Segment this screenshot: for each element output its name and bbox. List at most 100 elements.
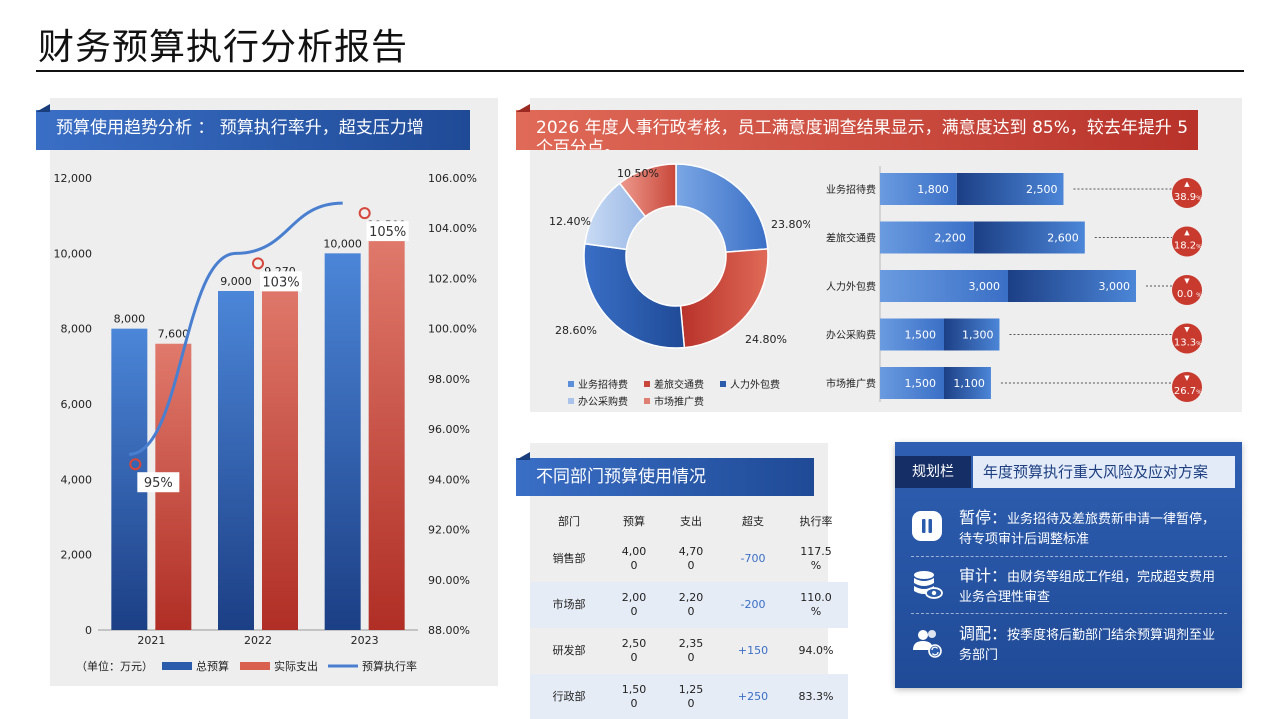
- bar-actual: [973, 221, 1085, 254]
- bar-label: 3,000: [969, 280, 1001, 293]
- divider: [911, 556, 1227, 557]
- cell-spend: 1,25 0: [678, 683, 704, 710]
- bar-actual: [1008, 270, 1136, 302]
- slice-label: 10.50%: [617, 167, 659, 180]
- legend-label: 实际支出: [274, 659, 318, 673]
- bar-label: 2,200: [934, 232, 966, 245]
- satisfaction-banner: 2026 年度人事行政考核，员工满意度调查结果显示，满意度达到 85%，较去年提…: [516, 110, 1198, 150]
- category-label: 业务招待费: [826, 183, 876, 196]
- rate-label: 95%: [144, 476, 173, 491]
- slice-label: 28.60%: [555, 324, 597, 337]
- legend-swatch: [162, 662, 192, 670]
- y-tick-label: 6,000: [61, 398, 93, 411]
- rate-label-box: [137, 472, 180, 493]
- rate-label: 103%: [262, 275, 299, 290]
- rate-label: 105%: [369, 225, 406, 240]
- y-tick-label: 10,000: [54, 247, 93, 260]
- donut-slice: [618, 163, 677, 218]
- bar-budget: [880, 318, 944, 351]
- bar-budget: [880, 270, 1008, 302]
- legend-swatch: [568, 398, 574, 404]
- y2-tick-label: 100.00%: [428, 323, 477, 336]
- y2-tick-label: 88.00%: [428, 624, 470, 637]
- donut-slice: [583, 242, 686, 349]
- unit-label: （单位：万元）: [76, 659, 153, 673]
- y-tick-label: 2,000: [61, 549, 93, 562]
- change-value: 13.3: [1174, 338, 1196, 349]
- data-label: 10,000: [323, 237, 362, 250]
- cell-dept: 研发部: [552, 644, 586, 657]
- data-label: 8,000: [114, 313, 146, 326]
- banner-fold: [36, 104, 50, 112]
- data-label: 9,000: [220, 275, 252, 288]
- y2-tick-label: 96.00%: [428, 423, 470, 436]
- legend-swatch: [644, 398, 650, 404]
- table-row: 市场部 2,00 0 2,20 0 -200 110.0%: [530, 582, 848, 628]
- budget-trend-chart: 0 2,000 4,000 6,000 8,000 10,000 12,000 88.00% 9…: [54, 172, 477, 673]
- change-badge: [1172, 372, 1202, 402]
- bar-budget: [880, 173, 957, 205]
- arrow-down-icon: ▼: [1184, 277, 1190, 285]
- category-label: 办公采购费: [826, 329, 876, 342]
- column-header: 部门: [558, 515, 580, 528]
- data-label: 7,600: [158, 328, 190, 341]
- y-tick-label: 12,000: [54, 172, 93, 185]
- y2-tick-label: 104.00%: [428, 222, 477, 235]
- cell-dept: 行政部: [552, 690, 586, 703]
- execution-rate-marker: [358, 207, 371, 220]
- bar-total-budget: [324, 253, 361, 631]
- slice-label: 23.80%: [771, 218, 810, 231]
- y-tick-label: 8,000: [61, 323, 93, 336]
- change-badge: [1172, 178, 1202, 208]
- trend-banner-text: 预算使用趋势分析 ： 预算执行率升，超支压力增: [56, 118, 424, 138]
- bar-budget: [880, 221, 974, 254]
- slice-label: 24.80%: [745, 333, 787, 346]
- risk-key: 调配：: [959, 624, 1008, 643]
- execution-rate-line: [129, 201, 343, 456]
- bar-actual: [956, 173, 1064, 205]
- arrow-down-icon: ▼: [1184, 374, 1190, 382]
- change-value: 26.7: [1174, 386, 1196, 397]
- bar-actual-spend: [262, 280, 298, 630]
- risk-title: 年度预算执行重大风险及应对方案: [973, 456, 1235, 488]
- change-unit: %: [1196, 389, 1202, 396]
- bar-actual: [944, 318, 1000, 351]
- change-badge: [1172, 323, 1202, 354]
- cell-budget: 1,50 0: [621, 683, 647, 710]
- cell-rate: 110.0%: [800, 591, 832, 618]
- cell-over: -200: [740, 598, 766, 611]
- slice-label: 12.40%: [549, 215, 591, 228]
- change-unit: %: [1196, 341, 1202, 348]
- change-badge: [1172, 275, 1202, 305]
- risk-text: 按季度将后勤部门结余预算调剂至业务部门: [959, 628, 1216, 663]
- change-value: 38.9: [1174, 192, 1196, 203]
- legend-label: 预算执行率: [362, 659, 417, 673]
- y-tick-label: 0: [85, 624, 92, 637]
- title-divider: [36, 70, 1244, 72]
- risk-key: 审计：: [959, 566, 1008, 585]
- expense-panel: [530, 98, 1242, 412]
- execution-rate-marker: [129, 458, 142, 471]
- change-unit: %: [1196, 195, 1202, 202]
- cell-over: -700: [740, 552, 766, 565]
- cell-spend: 2,20 0: [678, 591, 704, 618]
- risk-item-allocate: 调配：按季度将后勤部门结余预算调剂至业务部门: [911, 624, 1227, 666]
- arrow-up-icon: ▲: [1184, 180, 1190, 188]
- table-header: 部门 预算 支出 超支 执行率: [530, 508, 848, 536]
- y2-tick-label: 90.00%: [428, 574, 470, 587]
- x-tick-label: 2021: [137, 634, 165, 647]
- bar-label: 2,600: [1047, 232, 1079, 245]
- legend-label: 总预算: [196, 659, 229, 673]
- risk-card: 规划栏 年度预算执行重大风险及应对方案 暂停：业务招待及差旅费新申请一律暂停，待…: [895, 442, 1242, 688]
- change-value: 18.2: [1174, 241, 1196, 252]
- bar-label: 1,800: [917, 183, 949, 196]
- bar-total-budget: [218, 291, 254, 630]
- bar-label: 2,500: [1026, 183, 1058, 196]
- arrow-up-icon: ▲: [1184, 229, 1190, 237]
- y2-tick-label: 102.00%: [428, 272, 477, 285]
- cell-budget: 2,00 0: [621, 591, 647, 618]
- y-tick-label: 4,000: [61, 473, 93, 486]
- x-tick-label: 2022: [244, 634, 272, 647]
- y2-tick-label: 94.00%: [428, 473, 470, 486]
- y2-tick-label: 106.00%: [428, 172, 477, 185]
